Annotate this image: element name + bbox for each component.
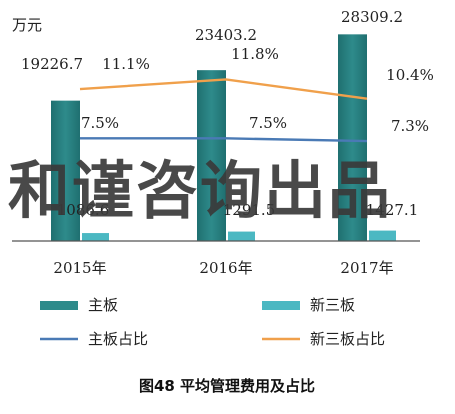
label-main-pct-1: 7.5% [249, 114, 287, 132]
watermark-text: 和谨咨询出品 [8, 154, 392, 227]
legend-label-0: 主板 [88, 296, 118, 314]
figure-caption: 图48 平均管理费用及占比 [139, 377, 315, 395]
label-new-pct-2: 10.4% [386, 66, 434, 84]
legend-label-3: 新三板占比 [310, 330, 385, 348]
legend-swatch-1 [262, 301, 300, 310]
label-new-2: 1427.1 [366, 201, 419, 219]
bar-main-2 [338, 34, 367, 242]
label-main-0: 19226.7 [21, 55, 83, 73]
bar-main-1 [197, 70, 226, 241]
x-tick-label-2: 2017年 [340, 259, 393, 277]
data-labels: 19226.7 23403.2 28309.2 1086.6 1291.5 1427.1 7… [21, 8, 434, 219]
label-new-0: 1086.6 [57, 201, 110, 219]
x-tick-label-1: 2016年 [199, 259, 252, 277]
label-main-1: 23403.2 [195, 26, 257, 44]
line-main-share [80, 137, 368, 143]
label-new-pct-0: 11.1% [102, 55, 150, 73]
x-tick-labels: 2015年 2016年 2017年 [53, 259, 393, 277]
legend-label-2: 主板占比 [88, 330, 148, 348]
line-new-share [79, 78, 368, 100]
label-main-pct-0: 7.5% [81, 114, 119, 132]
label-main-2: 28309.2 [341, 8, 403, 26]
label-new-1: 1291.5 [223, 201, 276, 219]
bar-main-0 [51, 100, 80, 242]
lines-group [79, 78, 368, 143]
bars-group [51, 34, 396, 242]
bar-new-0 [82, 233, 109, 241]
legend-label-1: 新三板 [310, 296, 355, 314]
label-new-pct-1: 11.8% [231, 45, 279, 63]
x-tick-label-0: 2015年 [53, 259, 106, 277]
bar-new-1 [228, 231, 255, 241]
bar-new-2 [369, 230, 396, 241]
legend-swatch-0 [40, 301, 78, 310]
label-main-pct-2: 7.3% [391, 117, 429, 135]
y-axis-unit-label: 万元 [12, 16, 42, 34]
